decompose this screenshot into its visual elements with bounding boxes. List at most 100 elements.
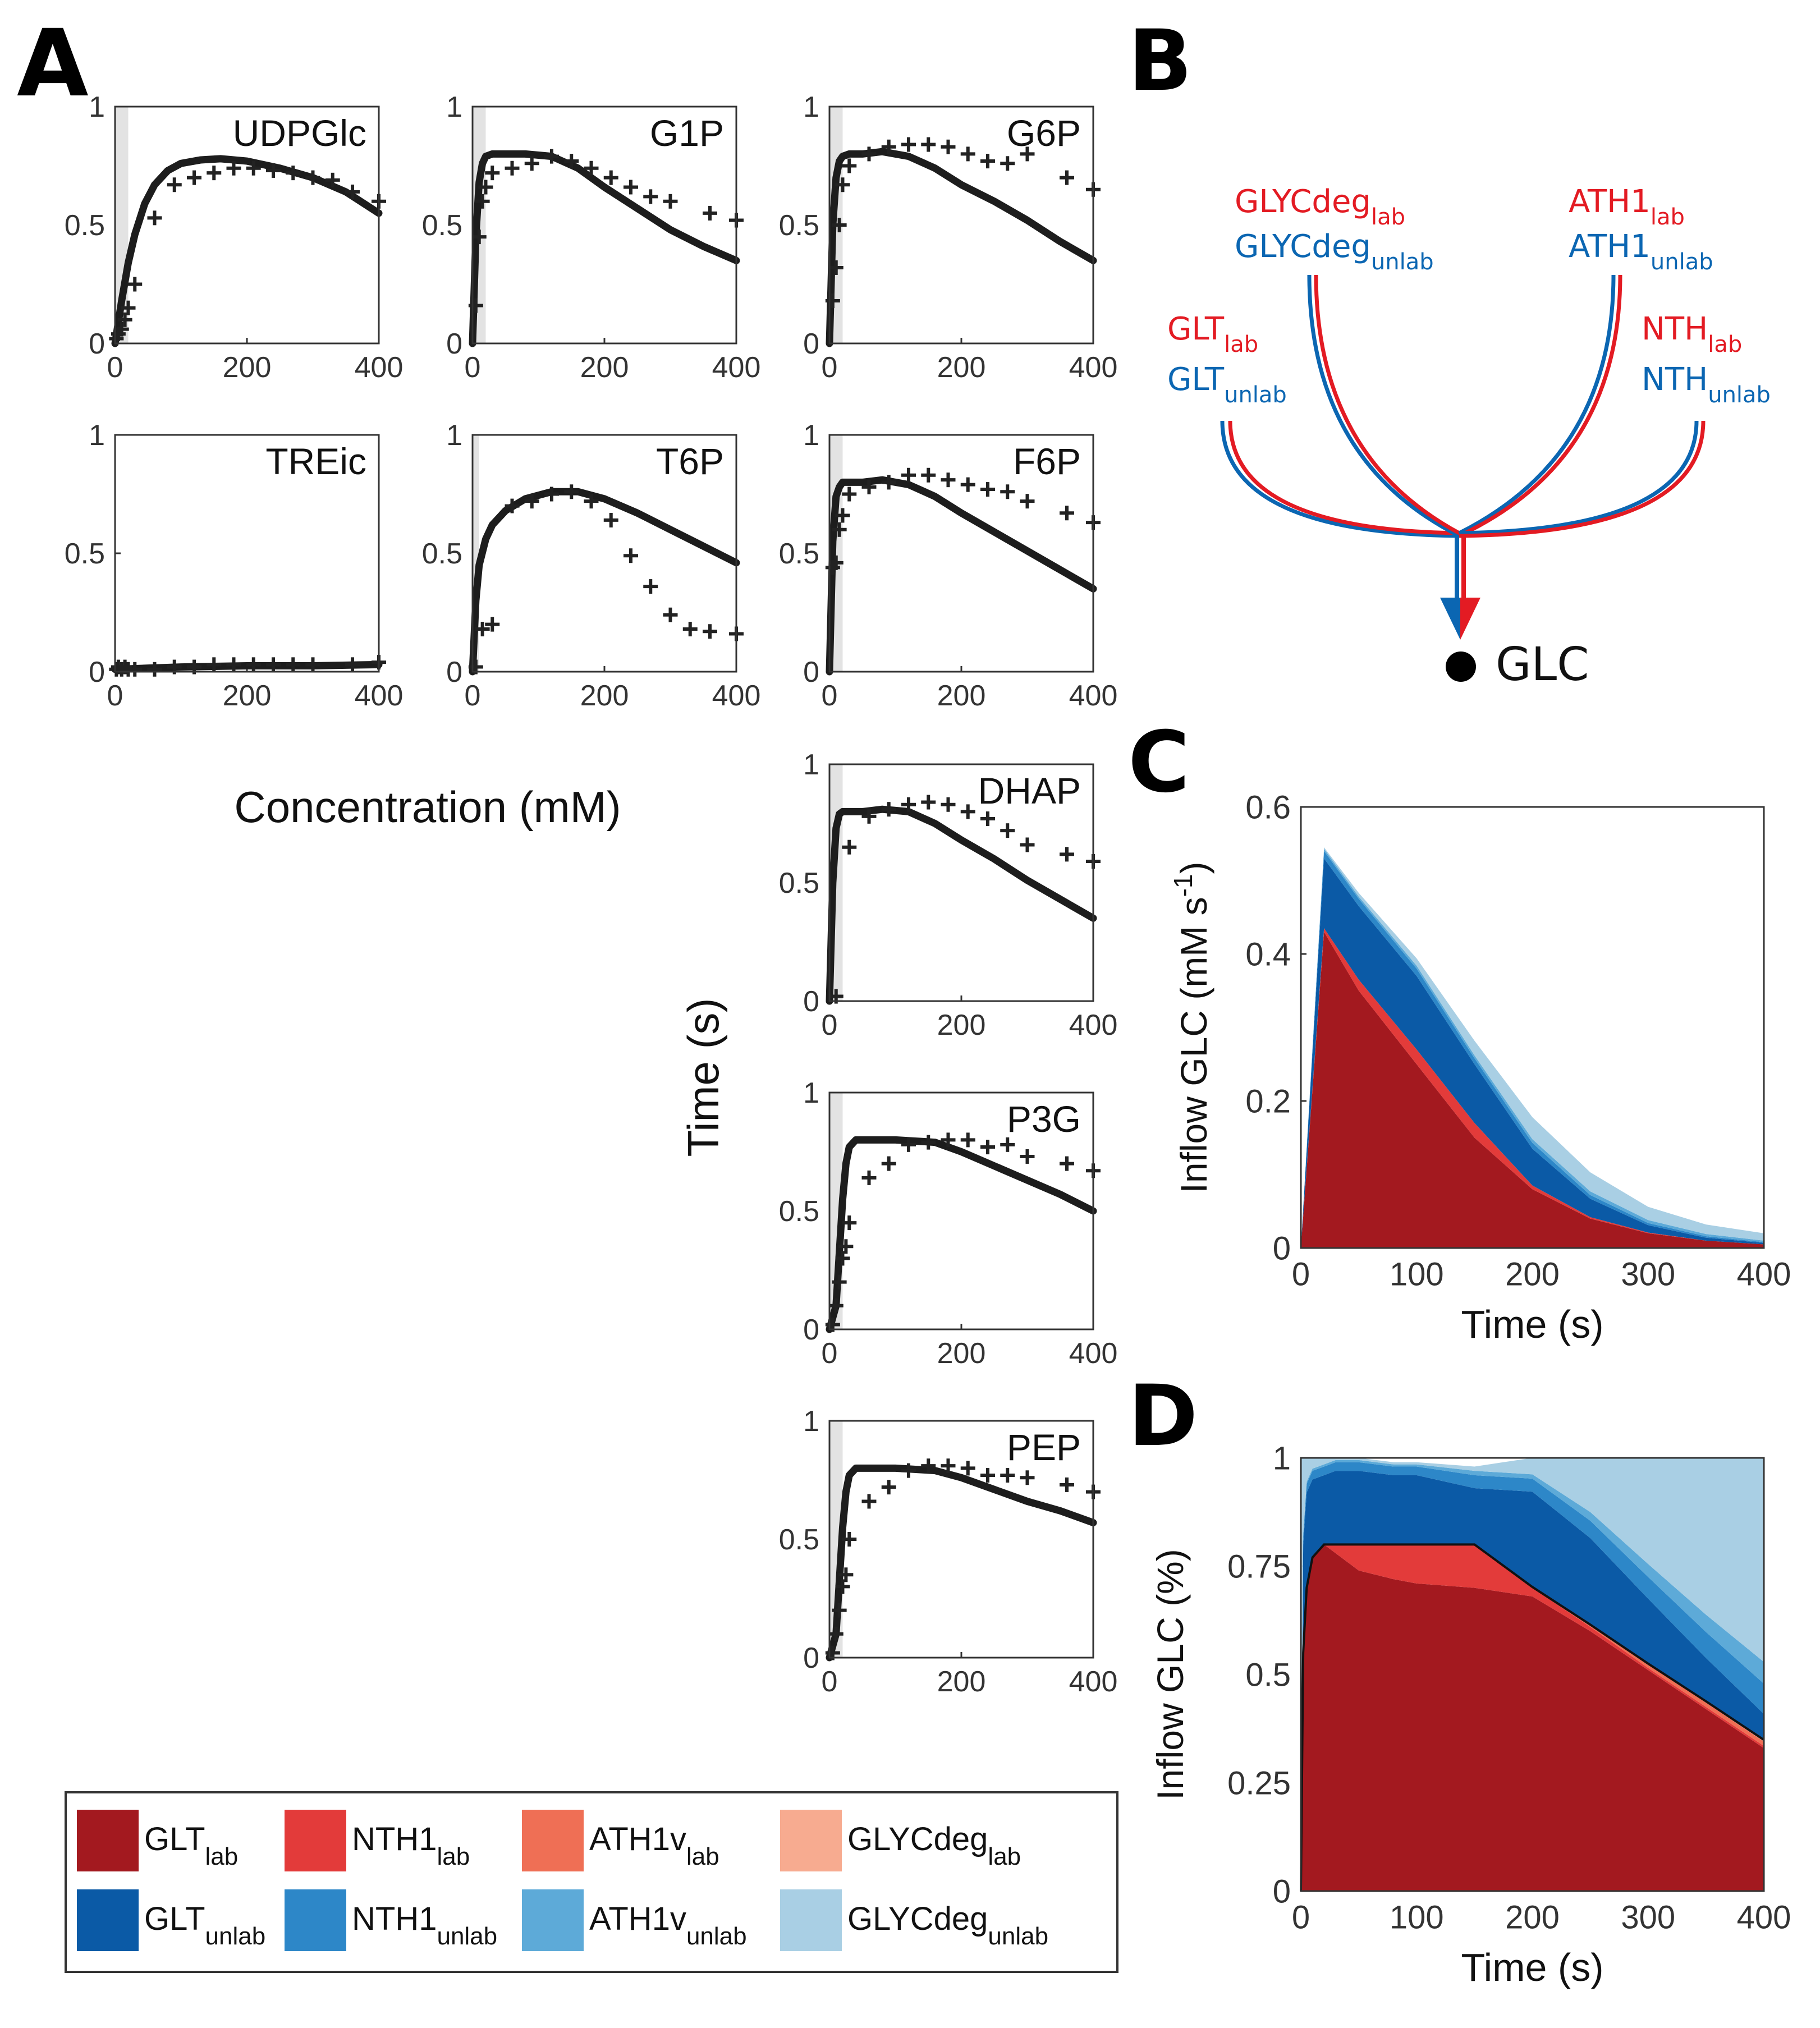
model-curve (826, 148, 1097, 347)
data-point (475, 194, 490, 209)
subplot-title: TREic (265, 441, 366, 482)
data-point (624, 548, 638, 563)
legend-swatch (77, 1889, 139, 1951)
legend-label: ATH1vlab (589, 1821, 719, 1870)
legend-item: NTH1unlab (285, 1889, 497, 1951)
data-point (1020, 1470, 1035, 1485)
data-point (825, 293, 840, 309)
subplot-title: UDPGlc (233, 112, 366, 154)
legend-swatch (285, 1889, 346, 1951)
model-curve (111, 155, 383, 347)
data-point (286, 657, 301, 672)
data-point (881, 1156, 896, 1171)
y-tick-label: 0.5 (779, 538, 819, 570)
flux-line-nth-blue (1459, 420, 1699, 535)
panel-label-c: C (1128, 714, 1190, 811)
data-point (663, 607, 678, 622)
x-tick-label: 400 (1069, 351, 1118, 384)
y-tick-label: 0.75 (1227, 1548, 1291, 1585)
data-point (305, 170, 320, 185)
data-point (832, 218, 847, 232)
data-point (475, 622, 490, 637)
label-glycdeg-lab: GLYCdeglab (1235, 183, 1405, 230)
data-point (901, 1463, 916, 1478)
data-point (127, 277, 143, 292)
x-tick-label: 400 (1737, 1256, 1791, 1293)
x-tick-label: 0 (822, 1337, 838, 1370)
data-point (226, 160, 241, 176)
data-point (524, 156, 539, 171)
data-point (941, 472, 956, 488)
legend-label: GLYCdegunlab (847, 1901, 1048, 1950)
glc-node (1446, 651, 1476, 682)
legend-item: ATH1vunlab (522, 1889, 747, 1951)
data-point (663, 194, 678, 209)
data-point (643, 579, 658, 594)
x-axis-label: Time (s) (1461, 1946, 1603, 1989)
glc-label: GLC (1496, 638, 1589, 691)
legend-item: GLTunlab (77, 1889, 265, 1951)
subplot-udpglc: 0 200 400 0 0.5 1 UDPGlc (65, 91, 404, 384)
data-point (842, 487, 857, 502)
data-point (505, 498, 520, 513)
x-tick-label: 0 (107, 351, 123, 384)
x-tick-label: 400 (712, 351, 761, 384)
legend-label: ATH1vunlab (589, 1901, 747, 1950)
data-point (1060, 170, 1074, 185)
legend: GLTlab NTH1lab ATH1vlab GLYCdeglab GLTunlab N… (65, 1791, 1118, 1973)
y-tick-label: 0.6 (1245, 789, 1291, 825)
data-point (266, 657, 281, 672)
subplot-title: P3G (1007, 1098, 1081, 1140)
x-tick-label: 200 (580, 680, 629, 712)
x-tick-label: 200 (1505, 1899, 1560, 1936)
data-point (828, 555, 843, 570)
label-nth-unlab: NTHunlab (1642, 361, 1771, 408)
y-axis-label: Inflow GLC (%) (1149, 1549, 1191, 1800)
subplot-t6p: 0 200 400 0 0.5 1 T6P (422, 419, 761, 712)
area-glt-unlab (1301, 1471, 1764, 1891)
y-tick-label: 1 (89, 419, 105, 452)
data-point (838, 1567, 854, 1582)
axes-frame (828, 1420, 1094, 1659)
flux-line-glycdeg-blue (1307, 274, 1460, 538)
x-tick-label: 300 (1621, 1256, 1675, 1293)
y-tick-label: 0.5 (65, 209, 105, 242)
y-tick-label: 0 (803, 656, 819, 689)
data-point (828, 1298, 843, 1313)
panel-label-b: B (1128, 12, 1192, 110)
data-point (1000, 156, 1015, 171)
data-point (1000, 823, 1015, 838)
data-point (1000, 1137, 1015, 1152)
label-ath1-lab: ATH1lab (1569, 183, 1685, 230)
x-tick-label: 0 (822, 1009, 838, 1041)
data-point (1000, 1468, 1015, 1483)
flux-line-glycdeg-red (1314, 274, 1460, 535)
data-point (345, 184, 360, 199)
data-point (842, 158, 857, 173)
flux-line-nth-red (1459, 420, 1706, 538)
data-point (127, 662, 143, 677)
x-tick-label: 0 (822, 1665, 838, 1698)
label-glt-unlab: GLTunlab (1167, 361, 1287, 408)
label-glt-lab: GLTlab (1167, 311, 1258, 357)
y-tick-label: 0 (1273, 1873, 1291, 1910)
data-point (1020, 146, 1035, 162)
data-point (941, 1458, 956, 1474)
data-point (226, 657, 241, 672)
area-ath1v-unlab (1301, 1460, 1764, 1891)
subplot-dhap: 0 200 400 0 0.5 1 DHAP (779, 749, 1118, 1041)
flux-diagram: GLC GLYCdeglab GLYCdegunlab ATH1lab ATH1… (1167, 183, 1771, 691)
data-point (835, 177, 850, 192)
data-point (960, 146, 975, 162)
y-tick-label: 1 (803, 1405, 819, 1438)
data-point (960, 804, 975, 819)
data-point (921, 467, 936, 483)
data-point (1060, 1477, 1074, 1492)
axes-frame (828, 105, 1094, 345)
y-tick-label: 1 (803, 749, 819, 781)
data-point (703, 624, 717, 639)
data-point (960, 1132, 975, 1148)
data-point (842, 1215, 857, 1231)
y-tick-label: 0 (89, 656, 105, 689)
